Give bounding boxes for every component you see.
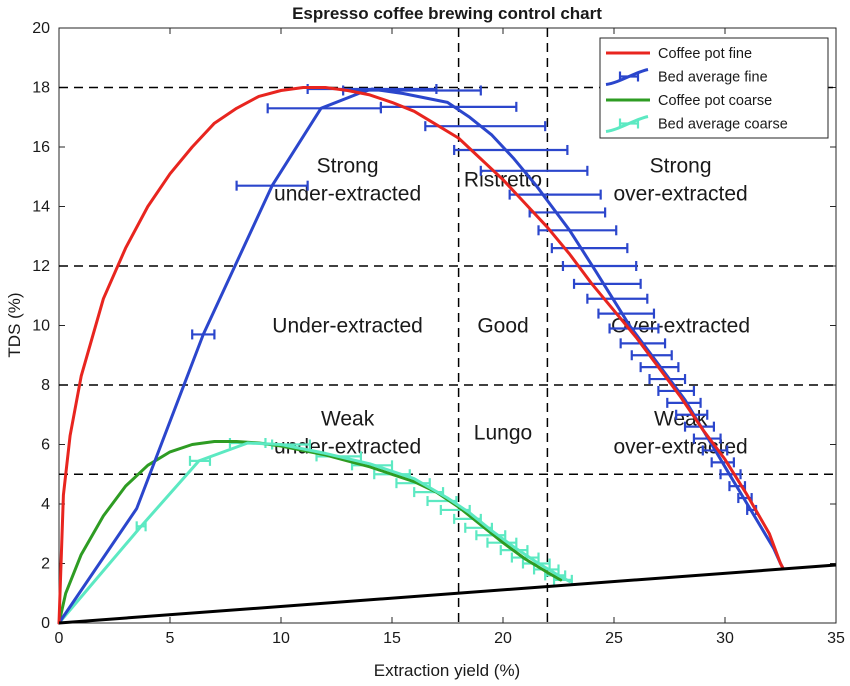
x-axis-label: Extraction yield (%) (374, 661, 520, 680)
region-label: over-extracted (613, 436, 747, 459)
y-tick-label: 14 (32, 199, 50, 216)
y-tick-label: 0 (41, 615, 50, 632)
x-tick-label: 30 (716, 630, 734, 647)
y-tick-label: 12 (32, 258, 50, 275)
region-label: over-extracted (613, 183, 747, 206)
region-label: under-extracted (274, 183, 421, 206)
y-tick-label: 8 (41, 377, 50, 394)
region-label: Lungo (474, 422, 532, 445)
x-tick-label: 20 (494, 630, 512, 647)
y-tick-label: 20 (32, 20, 50, 37)
x-tick-label: 10 (272, 630, 290, 647)
y-tick-label: 2 (41, 556, 50, 573)
region-label: Over-extracted (611, 315, 750, 338)
chart-title: Espresso coffee brewing control chart (292, 4, 602, 23)
series-line (57, 441, 572, 625)
legend: Coffee pot fine Bed average fine Coffee po… (599, 37, 829, 139)
legend-label: Coffee pot coarse (658, 93, 772, 109)
y-tick-label: 16 (32, 139, 50, 156)
series-line (57, 87, 785, 625)
y-tick-label: 4 (41, 496, 50, 513)
region-label: Strong (317, 155, 379, 178)
y-tick-label: 18 (32, 80, 50, 97)
baseline-line (58, 563, 837, 625)
series-line (57, 440, 563, 625)
x-tick-label: 15 (383, 630, 401, 647)
region-label: Weak (321, 408, 375, 431)
y-tick-label: 6 (41, 437, 50, 454)
region-label: Under-extracted (272, 315, 423, 338)
x-tick-label: 25 (605, 630, 623, 647)
region-label: Good (477, 315, 528, 338)
x-tick-label: 5 (166, 630, 175, 647)
legend-label: Bed average coarse (658, 117, 788, 133)
x-tick-label: 35 (827, 630, 845, 647)
legend-label: Coffee pot fine (658, 46, 752, 62)
y-tick-label: 10 (32, 318, 50, 335)
y-axis-label: TDS (%) (5, 292, 24, 357)
x-tick-label: 0 (55, 630, 64, 647)
series-line (57, 86, 785, 625)
legend-label: Bed average fine (658, 70, 768, 86)
region-label: Strong (650, 155, 712, 178)
